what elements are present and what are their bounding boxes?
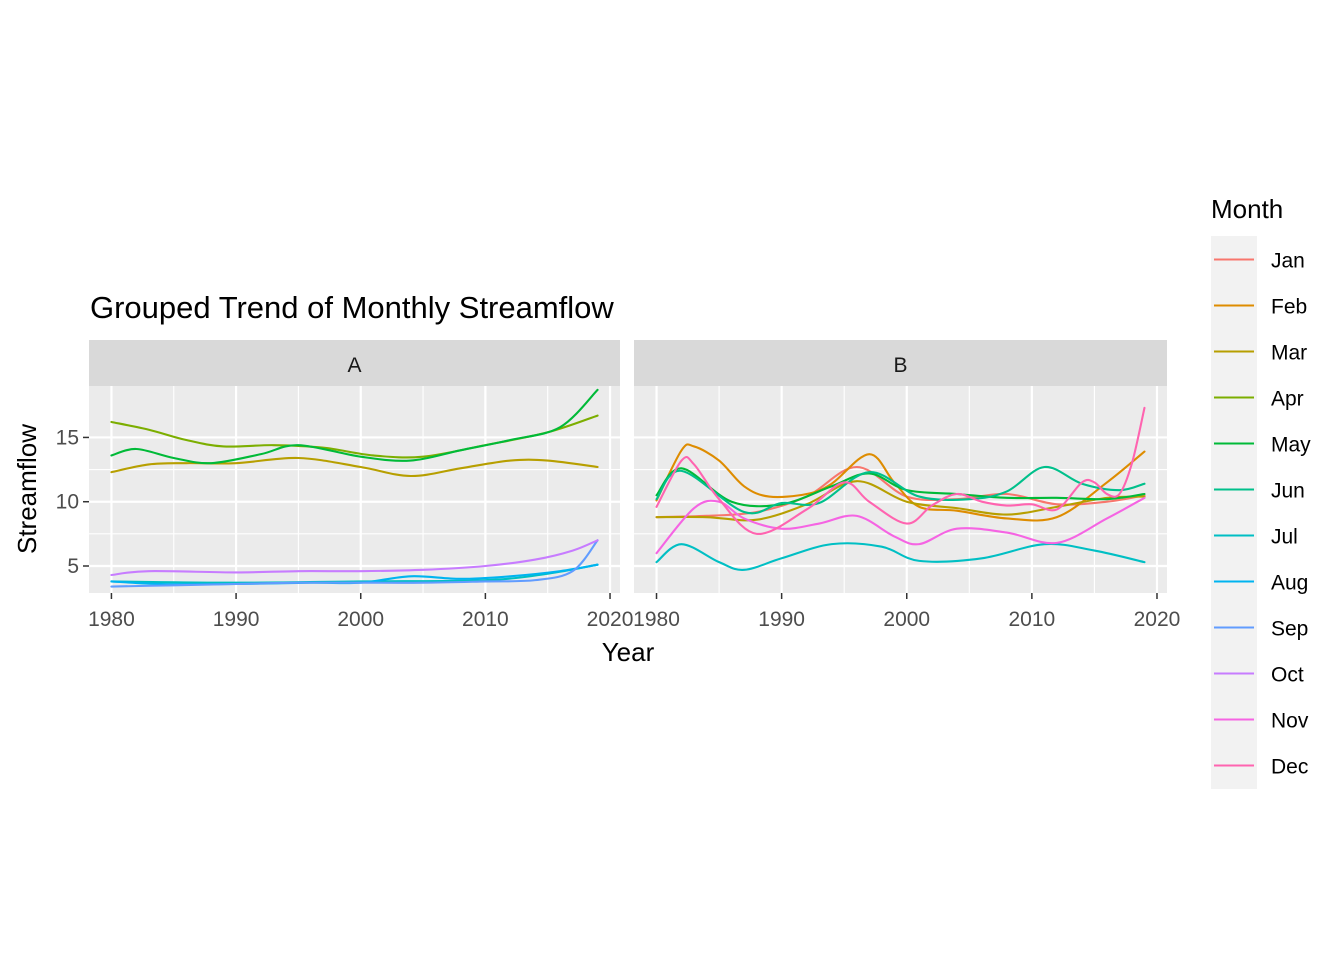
x-tick-label: 2000 xyxy=(883,608,930,631)
legend: Month Jan Feb Mar Apr May Jun Jul Aug Sep Oct Nov D… xyxy=(1211,194,1311,789)
legend-title: Month xyxy=(1211,194,1283,224)
panel-a-series-line-sep xyxy=(110,539,599,588)
y-tick-label: 10 xyxy=(56,491,79,514)
panel-b-series-line-may xyxy=(655,467,1146,508)
panel-a-grid xyxy=(89,386,620,593)
x-tick-label: 2010 xyxy=(1009,608,1056,631)
legend-key-background xyxy=(1211,236,1257,789)
x-tick-label: 2020 xyxy=(587,608,634,631)
panel-a-series-line-oct xyxy=(110,539,599,577)
panel-a: A xyxy=(89,340,620,593)
panel-a-series-line-may xyxy=(110,388,599,465)
legend-label-mar: Mar xyxy=(1271,342,1307,365)
panel-b-label: B xyxy=(893,354,907,377)
legend-label-jun: Jun xyxy=(1271,480,1305,503)
legend-label-oct: Oct xyxy=(1271,664,1304,687)
chart-title: Grouped Trend of Monthly Streamflow xyxy=(90,290,614,325)
legend-label-may: May xyxy=(1271,434,1311,457)
panel-b-series-line-mar xyxy=(655,480,1146,522)
panel-a-series-line-mar xyxy=(110,456,599,478)
legend-label-dec: Dec xyxy=(1271,756,1308,779)
legend-label-feb: Feb xyxy=(1271,296,1307,319)
x-tick-label: 2010 xyxy=(462,608,509,631)
legend-label-nov: Nov xyxy=(1271,710,1309,733)
y-tick-label: 5 xyxy=(67,555,79,578)
x-tick-label: 1990 xyxy=(758,608,805,631)
x-tick-label: 2020 xyxy=(1134,608,1181,631)
panel-a-x-axis-ticks: 1980 1990 2000 2010 2020 xyxy=(88,593,633,631)
panel-b-x-axis-ticks: 1980 1990 2000 2010 2020 xyxy=(633,593,1180,631)
x-tick-label: 1980 xyxy=(88,608,135,631)
x-tick-label: 1980 xyxy=(633,608,680,631)
legend-label-jan: Jan xyxy=(1271,250,1305,273)
panel-a-label: A xyxy=(347,354,361,377)
y-tick-label: 15 xyxy=(56,426,79,449)
legend-label-apr: Apr xyxy=(1271,388,1304,411)
panel-b: B xyxy=(634,340,1167,593)
legend-label-aug: Aug xyxy=(1271,572,1308,595)
panel-b-series-line-feb xyxy=(655,443,1146,522)
legend-label-jul: Jul xyxy=(1271,526,1298,549)
x-axis-title: Year xyxy=(602,637,655,667)
panel-a-background xyxy=(89,386,620,593)
y-axis-ticks: 5 10 15 xyxy=(56,426,89,578)
panel-b-series-line-dec xyxy=(655,406,1146,535)
panel-b-strip xyxy=(634,340,1167,386)
panel-b-series xyxy=(655,406,1146,571)
legend-label-sep: Sep xyxy=(1271,618,1308,641)
panel-a-series xyxy=(110,388,599,588)
y-axis-title: Streamflow xyxy=(12,424,42,554)
x-tick-label: 2000 xyxy=(337,608,384,631)
panel-a-strip xyxy=(89,340,620,386)
x-tick-label: 1990 xyxy=(213,608,260,631)
